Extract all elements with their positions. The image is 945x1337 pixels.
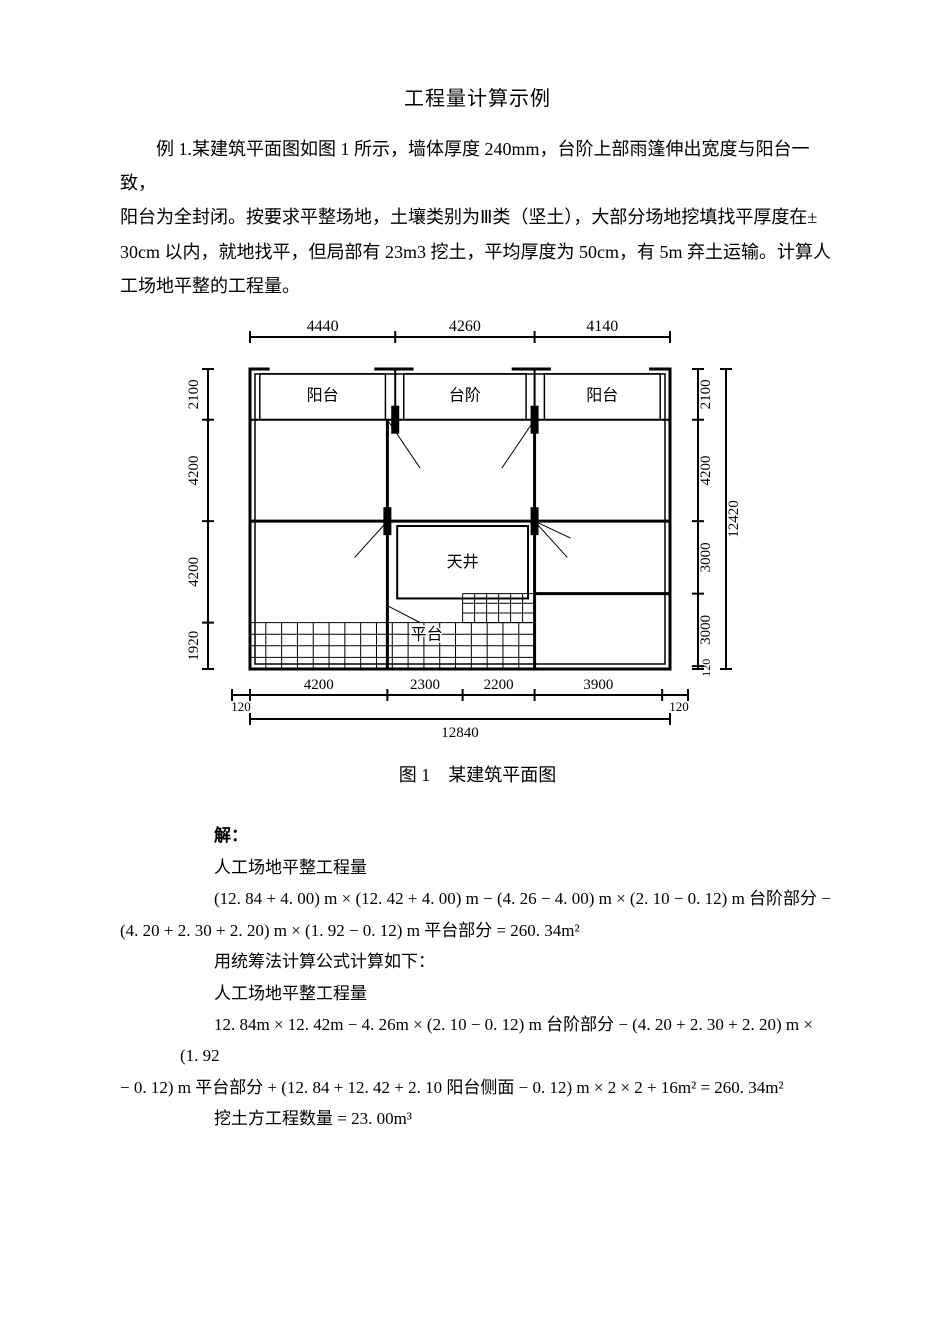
svg-text:平台: 平台 — [411, 625, 443, 643]
solution-line-4: 用统筹法计算公式计算如下： — [180, 946, 835, 977]
svg-text:3000: 3000 — [698, 615, 714, 645]
page-title: 工程量计算示例 — [120, 80, 835, 118]
svg-text:4140: 4140 — [586, 318, 618, 335]
document-page: 工程量计算示例 例 1.某建筑平面图如图 1 所示，墙体厚度 240mm，台阶上… — [0, 0, 945, 1337]
svg-text:12840: 12840 — [441, 725, 479, 739]
svg-text:1920: 1920 — [186, 631, 202, 661]
svg-text:120: 120 — [231, 699, 251, 714]
solution-line-7: − 0. 12) m 平台部分 + (12. 84 + 12. 42 + 2. … — [120, 1072, 835, 1103]
solution-line-3: (4. 20 + 2. 30 + 2. 20) m × (1. 92 − 0. … — [120, 915, 835, 946]
solution-line-1: 人工场地平整工程量 — [180, 852, 835, 883]
svg-text:4200: 4200 — [186, 455, 202, 485]
svg-text:120: 120 — [699, 659, 713, 677]
floor-plan-svg: 444042604140阳台台阶阳台天井平台平台2100420042001920… — [160, 309, 780, 739]
svg-text:120: 120 — [669, 699, 689, 714]
problem-line-3: 30cm 以内，就地找平，但局部有 23m3 挖土，平均厚度为 50cm，有 5… — [120, 235, 835, 269]
figure-container: 444042604140阳台台阶阳台天井平台平台2100420042001920… — [160, 309, 835, 750]
svg-text:3900: 3900 — [583, 677, 613, 693]
svg-text:2300: 2300 — [410, 677, 440, 693]
problem-line-2: 阳台为全封闭。按要求平整场地，土壤类别为Ⅲ类（坚土），大部分场地挖填找平厚度在± — [120, 200, 835, 234]
solution-line-2: (12. 84 + 4. 00) m × (12. 42 + 4. 00) m … — [180, 883, 835, 914]
svg-text:4260: 4260 — [449, 318, 481, 335]
solution-block: 解： 人工场地平整工程量 (12. 84 + 4. 00) m × (12. 4… — [180, 820, 835, 1134]
solution-line-5: 人工场地平整工程量 — [180, 978, 835, 1009]
problem-line-1: 例 1.某建筑平面图如图 1 所示，墙体厚度 240mm，台阶上部雨篷伸出宽度与… — [120, 132, 835, 200]
svg-text:2100: 2100 — [186, 379, 202, 409]
svg-text:2100: 2100 — [698, 379, 714, 409]
svg-text:阳台: 阳台 — [586, 386, 618, 404]
svg-text:4200: 4200 — [304, 677, 334, 693]
problem-line-4: 工场地平整的工程量。 — [120, 269, 835, 303]
svg-text:4440: 4440 — [307, 318, 339, 335]
svg-text:阳台: 阳台 — [307, 386, 339, 404]
svg-text:4200: 4200 — [186, 557, 202, 587]
svg-text:台阶: 台阶 — [449, 386, 481, 404]
figure-caption: 图 1 某建筑平面图 — [120, 758, 835, 792]
solution-line-8: 挖土方工程数量 = 23. 00m³ — [180, 1103, 835, 1134]
svg-text:3000: 3000 — [698, 542, 714, 572]
svg-text:12420: 12420 — [726, 500, 742, 538]
svg-text:天井: 天井 — [447, 553, 479, 571]
solution-line-6: 12. 84m × 12. 42m − 4. 26m × (2. 10 − 0.… — [180, 1009, 835, 1072]
solution-label: 解： — [180, 820, 835, 851]
svg-text:2200: 2200 — [484, 677, 514, 693]
svg-text:4200: 4200 — [698, 455, 714, 485]
